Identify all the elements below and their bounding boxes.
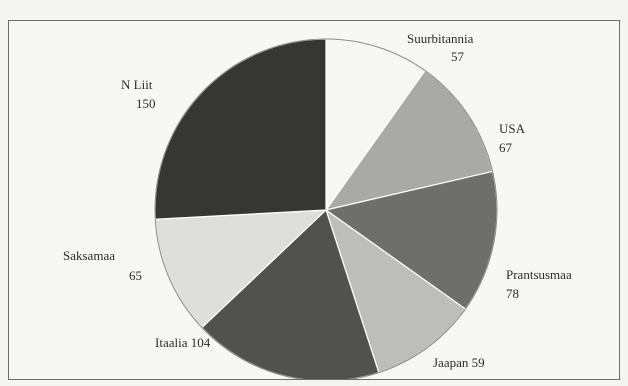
slice-label-usa: USA: [499, 121, 526, 136]
chart-frame: Suurbitannia 57 USA 67 Prantsusmaa 78 Ja…: [8, 20, 620, 380]
slice-label-saksamaa: Saksamaa: [63, 248, 115, 263]
slice-value-itaalia: 104: [191, 335, 211, 350]
slice-value-usa: 67: [499, 140, 513, 155]
svg-text:Itaalia 104: Itaalia 104: [155, 335, 211, 350]
slice-label-itaalia: Itaalia: [155, 335, 188, 350]
slice-label-prantsusmaa: Prantsusmaa: [506, 267, 572, 282]
slice-label-suurbitannia: Suurbitannia: [407, 31, 474, 46]
slice-value-jaapan: 59: [472, 355, 485, 370]
slice-value-saksamaa: 65: [129, 268, 142, 283]
slice-value-n-liit: 150: [136, 96, 156, 111]
slice-label-n-liit: N Liit: [121, 77, 153, 92]
pie-outline: [154, 38, 498, 379]
slice-value-suurbitannia: 57: [451, 49, 465, 64]
svg-text:Jaapan 59: Jaapan 59: [433, 355, 485, 370]
slice-label-jaapan: Jaapan: [433, 355, 469, 370]
pie-slice-n-liit: [154, 38, 327, 220]
pie-chart: Suurbitannia 57 USA 67 Prantsusmaa 78 Ja…: [63, 31, 572, 379]
slice-value-prantsusmaa: 78: [506, 286, 519, 301]
